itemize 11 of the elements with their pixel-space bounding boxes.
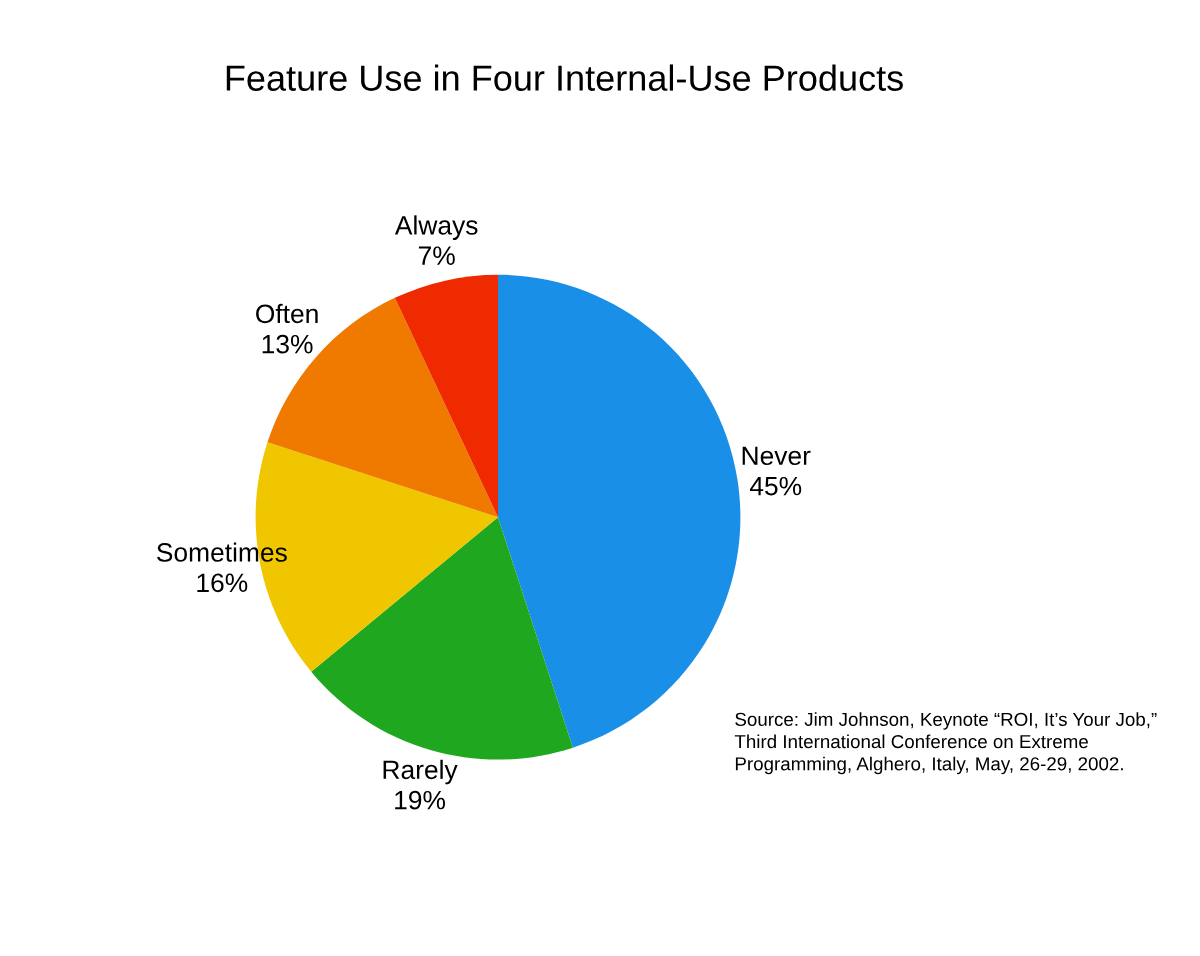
data-label: 45% (749, 476, 802, 496)
slice-label: Often (256, 303, 318, 324)
chart-title: Feature Use in Four Internal-Use Products (226, 64, 903, 91)
slice-label: Rarely (383, 759, 458, 785)
data-label: 7% (418, 246, 455, 265)
source-note: Source: Jim Johnson, Keynote “ROI, It’s Your Job,” Third International Conference on Extreme Programming, Alghero, Italy, May, 26-29, 2002. (734, 712, 1157, 775)
slice-label: Always (394, 215, 478, 240)
slice-label: Never (742, 446, 811, 466)
data-label: 19% (395, 790, 446, 810)
data-label: 13% (262, 334, 313, 354)
data-label: 16% (197, 573, 248, 593)
